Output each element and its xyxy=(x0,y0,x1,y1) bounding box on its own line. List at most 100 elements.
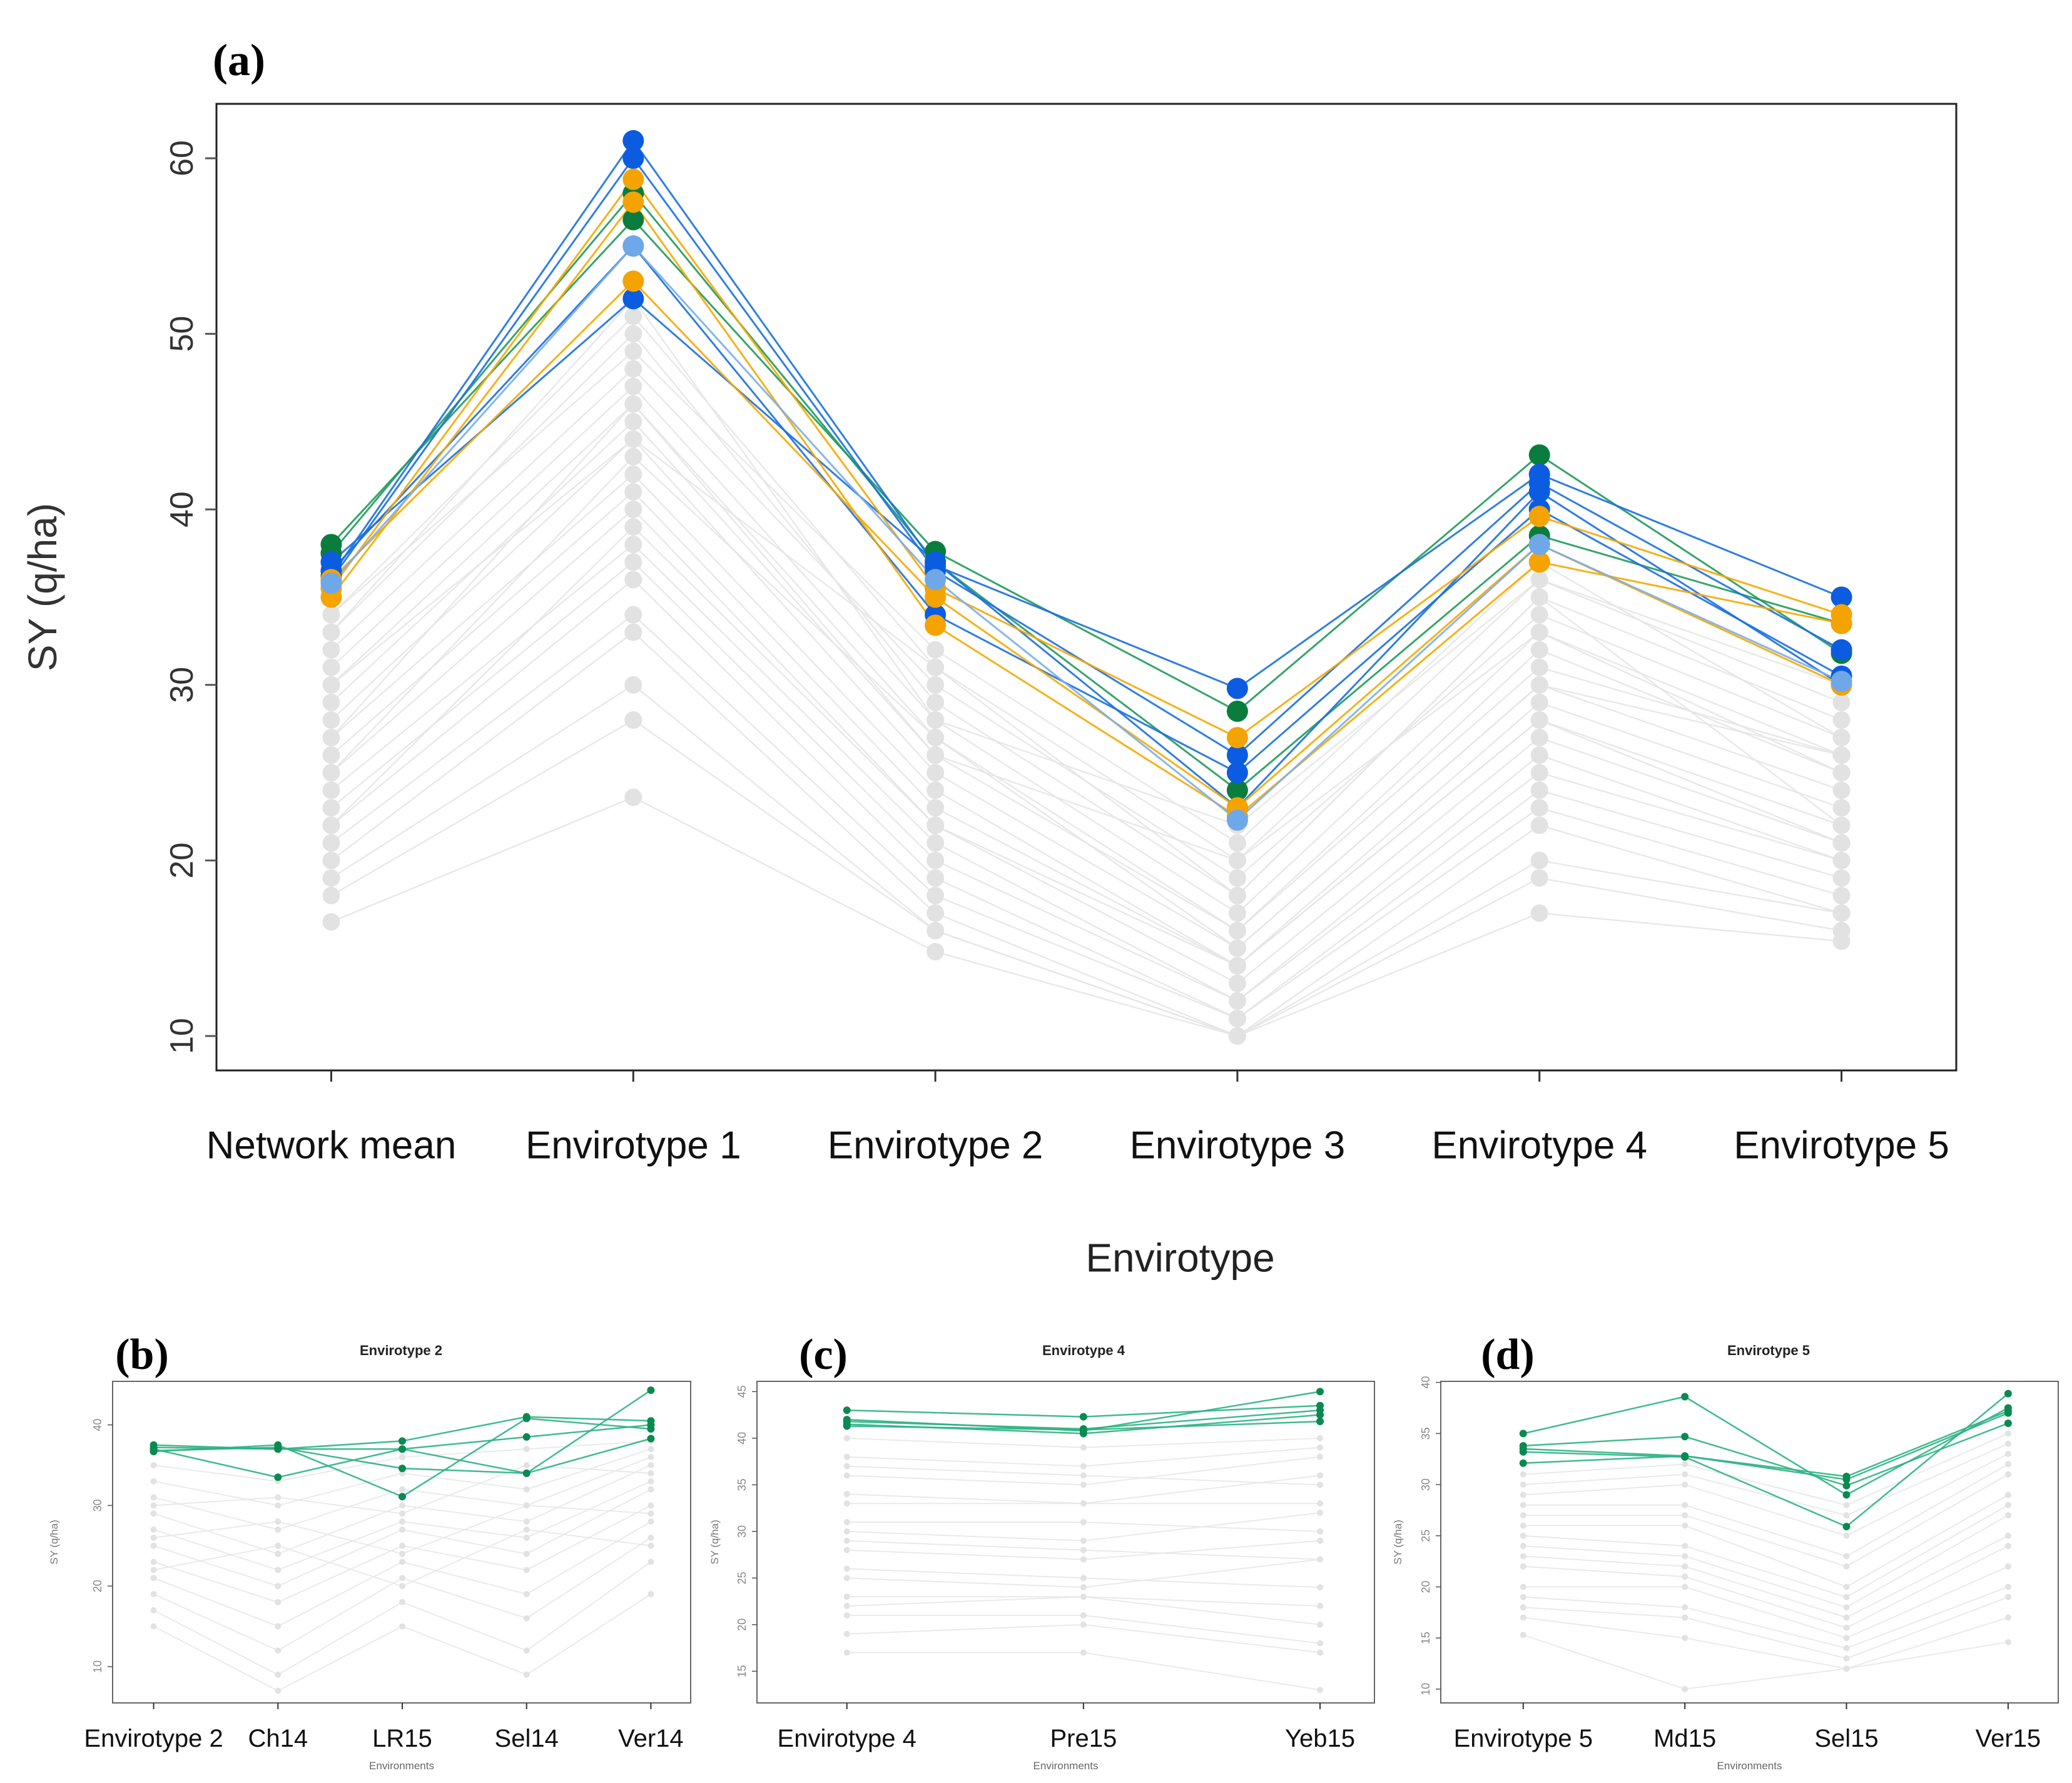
background-point xyxy=(648,1454,654,1461)
background-point xyxy=(1080,1621,1087,1628)
background-point xyxy=(523,1526,530,1533)
series-point xyxy=(1831,586,1852,608)
background-point xyxy=(843,1565,850,1572)
y-tick-label: 15 xyxy=(1419,1632,1432,1644)
series-point xyxy=(398,1445,406,1453)
background-point xyxy=(843,1612,850,1618)
background-point xyxy=(624,360,642,378)
background-point xyxy=(1843,1563,1850,1570)
background-point xyxy=(1682,1635,1689,1642)
background-point xyxy=(624,571,642,589)
background-line xyxy=(330,631,1842,1037)
background-point xyxy=(1832,851,1851,870)
background-point xyxy=(275,1583,282,1590)
background-line xyxy=(1523,1545,2009,1628)
background-point xyxy=(1520,1481,1526,1488)
series-point xyxy=(274,1473,282,1481)
background-point xyxy=(927,904,945,922)
background-point xyxy=(322,886,340,905)
background-line xyxy=(330,297,1842,826)
y-tick-label: 40 xyxy=(91,1419,104,1431)
background-line xyxy=(330,543,1842,1002)
y-tick-label: 15 xyxy=(736,1665,748,1677)
series-point xyxy=(1226,744,1248,766)
background-point xyxy=(275,1623,282,1630)
background-point xyxy=(322,851,340,870)
series-point xyxy=(1226,726,1248,748)
series-line xyxy=(330,297,1842,810)
background-point xyxy=(2004,1512,2011,1519)
background-point xyxy=(1530,746,1548,765)
background-point xyxy=(322,913,340,931)
background-point xyxy=(927,641,945,659)
y-axis-title: SY (q/ha) xyxy=(48,1520,60,1565)
series-line xyxy=(846,1391,1321,1432)
background-point xyxy=(1520,1543,1526,1550)
background-point xyxy=(1080,1593,1087,1600)
background-point xyxy=(322,799,340,817)
background-point xyxy=(1317,1621,1324,1628)
background-line xyxy=(330,315,1842,861)
background-point xyxy=(1080,1547,1087,1553)
background-point xyxy=(1530,658,1548,676)
background-line xyxy=(330,402,1842,861)
background-point xyxy=(150,1461,157,1468)
background-point xyxy=(648,1486,654,1493)
background-point xyxy=(275,1550,282,1557)
y-tick-label: 30 xyxy=(91,1499,104,1511)
background-point xyxy=(1682,1563,1689,1570)
background-point xyxy=(1317,1584,1324,1591)
background-line xyxy=(846,1475,1321,1505)
series-point xyxy=(1528,534,1550,556)
background-point xyxy=(150,1510,157,1517)
background-genotypes xyxy=(1520,1430,2011,1692)
background-point xyxy=(399,1510,405,1517)
background-point xyxy=(2004,1583,2011,1590)
background-point xyxy=(1530,816,1548,835)
background-point xyxy=(399,1518,405,1525)
background-point xyxy=(2004,1532,2011,1539)
background-point xyxy=(1080,1500,1087,1507)
background-point xyxy=(399,1598,405,1605)
series-line xyxy=(1523,1422,2009,1487)
series-line xyxy=(330,245,1842,821)
background-point xyxy=(1832,886,1851,905)
background-point xyxy=(1530,606,1548,624)
x-category-label: Sel14 xyxy=(495,1725,559,1752)
background-point xyxy=(1520,1471,1526,1478)
background-point xyxy=(322,834,340,852)
plot-frame xyxy=(756,1381,1375,1704)
background-point xyxy=(150,1623,157,1630)
y-tick-label: 35 xyxy=(736,1478,748,1491)
series-point xyxy=(398,1493,406,1501)
background-point xyxy=(1317,1453,1324,1460)
background-point xyxy=(399,1542,405,1549)
background-line xyxy=(1523,1586,2009,1649)
panel-title: Envirotype 4 xyxy=(1042,1343,1125,1358)
series-point xyxy=(1681,1452,1689,1460)
background-point xyxy=(1228,904,1246,922)
background-point xyxy=(1228,974,1246,992)
series-point xyxy=(1842,1491,1851,1499)
y-tick-label: 50 xyxy=(164,316,200,352)
background-point xyxy=(1843,1645,1850,1652)
series-point xyxy=(1226,780,1248,801)
series-line xyxy=(330,178,1842,739)
background-point xyxy=(1843,1501,1850,1508)
panel-c: 15 20 25 30 35 40 45 Envirotype 4 Pre15 Yeb15 Envi… xyxy=(709,1331,1375,1772)
background-point xyxy=(2004,1440,2011,1447)
background-point xyxy=(624,536,642,554)
background-point xyxy=(624,307,642,325)
background-point xyxy=(648,1446,654,1453)
background-point xyxy=(927,799,945,817)
series-point xyxy=(925,569,947,591)
background-point xyxy=(2004,1593,2011,1600)
background-point xyxy=(1317,1481,1324,1488)
background-point xyxy=(927,851,945,870)
background-point xyxy=(1530,799,1548,817)
background-point xyxy=(1520,1593,1526,1600)
background-point xyxy=(843,1547,850,1553)
background-point xyxy=(1080,1444,1087,1451)
background-point xyxy=(399,1583,405,1590)
background-point xyxy=(927,869,945,887)
